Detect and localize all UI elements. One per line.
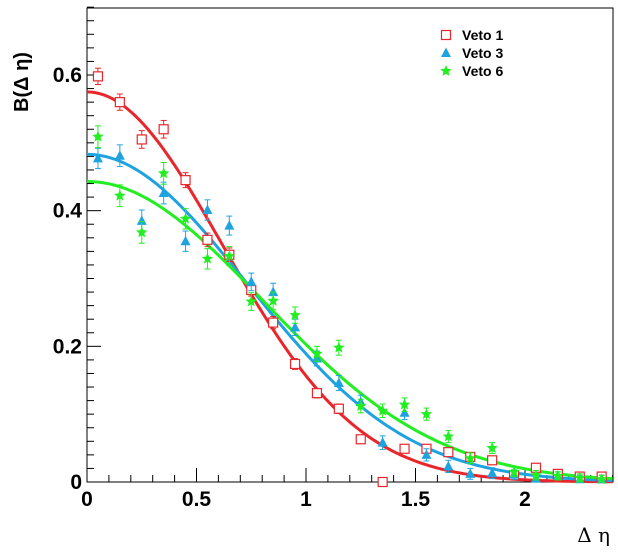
y-axis: 0 0.2 0.4 0.6 [53, 6, 101, 494]
y-axis-label: B(Δ η) [11, 52, 33, 112]
data-point [399, 407, 410, 417]
data-point [399, 443, 410, 454]
x-tick-label: 1 [300, 488, 312, 511]
fit-curves [86, 90, 613, 484]
data-point [136, 134, 147, 145]
data-point [268, 317, 279, 328]
data-point [92, 152, 103, 163]
data-point [464, 452, 476, 464]
data-point [268, 286, 279, 297]
data-point [377, 476, 388, 488]
data-point [311, 347, 323, 359]
fit-curve [86, 152, 613, 483]
data-point [552, 469, 564, 481]
legend-label: Veto 3 [462, 45, 503, 61]
legend-label: Veto 1 [462, 27, 503, 43]
data-point [289, 309, 301, 320]
data-point [114, 189, 126, 201]
x-tick-label: 0.5 [182, 488, 212, 511]
data-point [267, 294, 279, 306]
data-point [92, 71, 104, 82]
data-point [92, 130, 104, 142]
legend-marker [440, 65, 452, 76]
data-point [158, 124, 169, 135]
data-point [487, 467, 498, 478]
data-point [377, 437, 388, 447]
data-point [245, 295, 257, 307]
data-point [158, 187, 169, 198]
data-point [443, 460, 454, 471]
data-point [114, 150, 125, 160]
fit-curve [86, 180, 613, 481]
x-tick-label: 2 [519, 488, 531, 511]
x-tick-label: 1.5 [401, 488, 431, 511]
data-point [202, 234, 213, 245]
data-point [223, 250, 236, 261]
data-point [487, 455, 498, 466]
data-point [289, 358, 301, 370]
data-point [333, 403, 344, 414]
data-point [180, 175, 191, 186]
data-point [157, 167, 170, 179]
x-axis-label: Δ η [577, 523, 610, 547]
data-point [595, 473, 608, 485]
legend-marker [441, 47, 451, 57]
data-point [355, 400, 367, 411]
y-tick-label: 0.4 [53, 200, 83, 223]
data-point [465, 468, 476, 478]
data-point [398, 398, 411, 410]
data-point [442, 430, 455, 442]
x-tick-label: 0 [81, 488, 93, 511]
data-point [201, 252, 214, 264]
data-point [376, 404, 389, 416]
data-point [333, 341, 345, 353]
data-point [443, 447, 454, 458]
data-point [508, 465, 520, 477]
data-point [136, 226, 148, 238]
data-point [179, 212, 192, 224]
fit-curve [86, 90, 613, 484]
legend-label: Veto 6 [462, 63, 503, 79]
data-point [224, 220, 235, 230]
data-point [421, 449, 432, 459]
data-point [574, 471, 586, 483]
legend: Veto 1 Veto 3 Veto 6 [440, 27, 503, 79]
data-point [333, 377, 344, 387]
plot-frame [86, 7, 614, 483]
data-point [202, 204, 213, 214]
y-tick-label: 0.6 [53, 64, 82, 87]
data-point [114, 97, 125, 108]
data-point [530, 469, 542, 481]
data-point [311, 388, 323, 399]
data-points [92, 67, 608, 488]
data-point [180, 235, 191, 246]
data-point [290, 321, 301, 332]
data-point [246, 276, 257, 286]
legend-marker [440, 29, 452, 41]
y-tick-label: 0 [70, 471, 82, 494]
data-point [136, 215, 147, 225]
y-tick-label: 0.2 [53, 335, 82, 358]
data-point [420, 408, 433, 420]
data-point [486, 442, 498, 453]
data-point [355, 434, 366, 445]
